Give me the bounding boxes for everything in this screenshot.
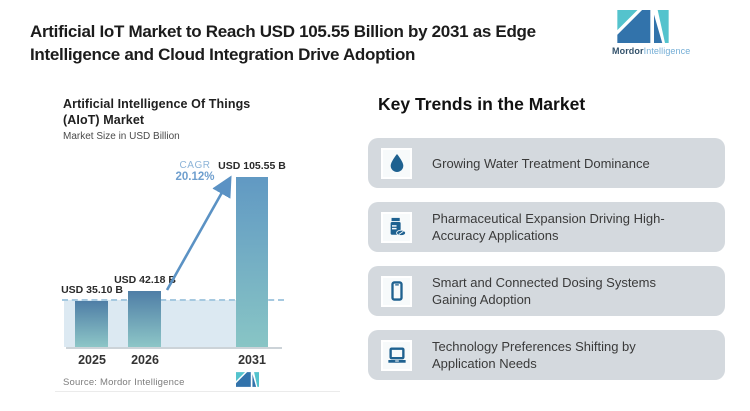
trend-card-water-treatment: Growing Water Treatment Dominance <box>368 138 725 188</box>
chart-subtitle: Market Size in USD Billion <box>63 131 180 142</box>
mordor-logo-icon <box>617 10 669 43</box>
trend-label: Growing Water Treatment Dominance <box>432 155 650 171</box>
mordor-logo-small-icon <box>236 372 259 387</box>
trend-label: Pharmaceutical Expansion Driving High-Ac… <box>432 211 665 243</box>
bar-value-label: USD 105.55 B <box>218 160 286 172</box>
trends-heading: Key Trends in the Market <box>378 94 586 114</box>
dashed-reference-line <box>62 299 284 301</box>
brand-logo: MordorIntelligence <box>612 10 722 56</box>
brand-name-light: Intelligence <box>643 46 691 56</box>
trend-icon-box <box>381 339 412 371</box>
trend-card-smart-dosing: Smart and Connected Dosing Systems Gaini… <box>368 266 725 316</box>
cagr-value: 20.12% <box>175 171 215 183</box>
cagr-annotation: CAGR 20.12% <box>163 160 227 183</box>
divider <box>55 391 340 392</box>
smartphone-icon <box>390 281 403 301</box>
bar-value-label: USD 42.18 B <box>114 274 176 286</box>
chart-title-line1: Artificial Intelligence Of Things <box>63 97 251 111</box>
trend-label: Smart and Connected Dosing Systems Gaini… <box>432 275 656 307</box>
chart-header: Artificial Intelligence Of Things (AIoT)… <box>63 96 250 142</box>
bar-2026 <box>128 291 161 347</box>
bar-value-label: USD 35.10 B <box>61 284 123 296</box>
page-title-line2: Intelligence and Cloud Integration Drive… <box>30 44 416 64</box>
x-axis-tick-label: 2026 <box>131 353 159 367</box>
bar-2025 <box>75 301 108 347</box>
pill-bottle-icon <box>390 217 406 237</box>
cagr-label: CAGR <box>179 160 211 171</box>
bar-2031 <box>236 177 268 347</box>
chart-title-line2: (AIoT) Market <box>63 113 145 127</box>
trend-icon-box <box>381 275 412 307</box>
trend-list: Growing Water Treatment Dominance Pharma… <box>368 138 725 394</box>
water-drop-icon <box>390 154 403 172</box>
bar-chart: USD 35.10 B USD 42.18 B USD 105.55 B 202… <box>55 150 345 367</box>
trend-label: Technology Preferences Shifting by Appli… <box>432 339 636 371</box>
chart-title: Artificial Intelligence Of Things (AIoT)… <box>63 96 250 128</box>
page-title-line1: Artificial IoT Market to Reach USD 105.5… <box>30 22 536 41</box>
laptop-icon <box>387 347 406 363</box>
brand-name: MordorIntelligence <box>612 46 722 56</box>
trend-icon-box <box>381 147 412 179</box>
page-title: Artificial IoT Market to Reach USD 105.5… <box>30 21 642 66</box>
brand-name-bold: Mordor <box>612 46 644 56</box>
source-text: Source: Mordor Intelligence <box>63 377 185 388</box>
x-axis-tick-label: 2025 <box>78 353 106 367</box>
chart-source-row: Source: Mordor Intelligence <box>63 372 338 388</box>
x-axis-line <box>66 347 282 349</box>
x-axis-tick-label: 2031 <box>238 353 266 367</box>
growth-arrow-icon <box>165 175 232 291</box>
trend-card-pharmaceutical: Pharmaceutical Expansion Driving High-Ac… <box>368 202 725 252</box>
trend-card-technology-preferences: Technology Preferences Shifting by Appli… <box>368 330 725 380</box>
trend-icon-box <box>381 211 412 243</box>
